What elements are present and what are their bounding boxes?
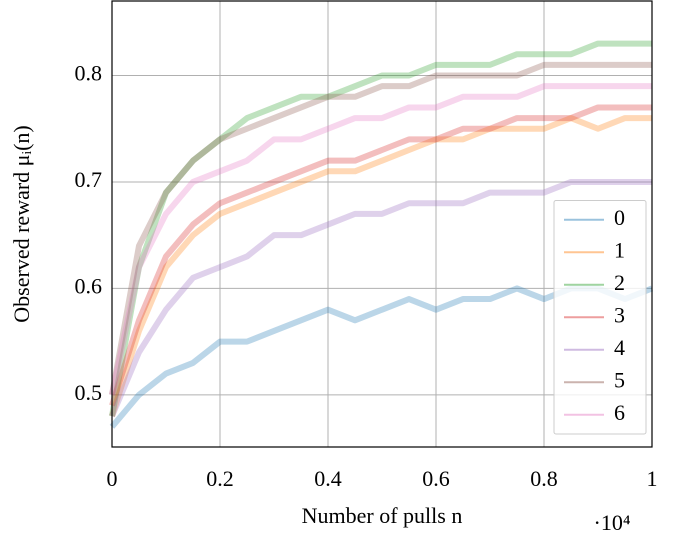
legend-label: 5 <box>614 367 625 392</box>
series-line <box>109 40 652 417</box>
series-line <box>109 104 652 407</box>
legend: 0 1 2 3 4 5 6 <box>553 200 647 435</box>
y-axis-label: Observed reward μᵢ(n) <box>9 125 34 322</box>
x-tick-label: 1 <box>647 466 658 491</box>
series-line <box>109 61 652 396</box>
x-tick-label: 0.4 <box>314 466 342 491</box>
plot-frame <box>111 0 653 448</box>
legend-box <box>553 200 647 435</box>
y-tick-label: 0.7 <box>75 167 103 192</box>
legend-label: 2 <box>614 270 625 295</box>
x-axis-label: Number of pulls n <box>302 503 463 528</box>
x-tick-label: 0.6 <box>422 466 450 491</box>
x-tick-label: 0.8 <box>530 466 558 491</box>
legend-label: 6 <box>614 400 625 425</box>
x-tick-label: 0.2 <box>206 466 234 491</box>
y-tick-label: 0.8 <box>75 61 103 86</box>
series-line <box>109 115 652 418</box>
y-tick-label: 0.6 <box>75 273 103 298</box>
x-tick-label: 0 <box>107 466 118 491</box>
legend-label: 4 <box>614 335 625 360</box>
legend-label: 0 <box>614 205 625 230</box>
legend-label: 1 <box>614 237 625 262</box>
series-line <box>109 178 652 418</box>
y-tick-label: 0.5 <box>75 380 103 405</box>
series-line <box>109 83 652 396</box>
x-multiplier: ·10⁴ <box>594 510 631 535</box>
legend-label: 3 <box>614 302 625 327</box>
